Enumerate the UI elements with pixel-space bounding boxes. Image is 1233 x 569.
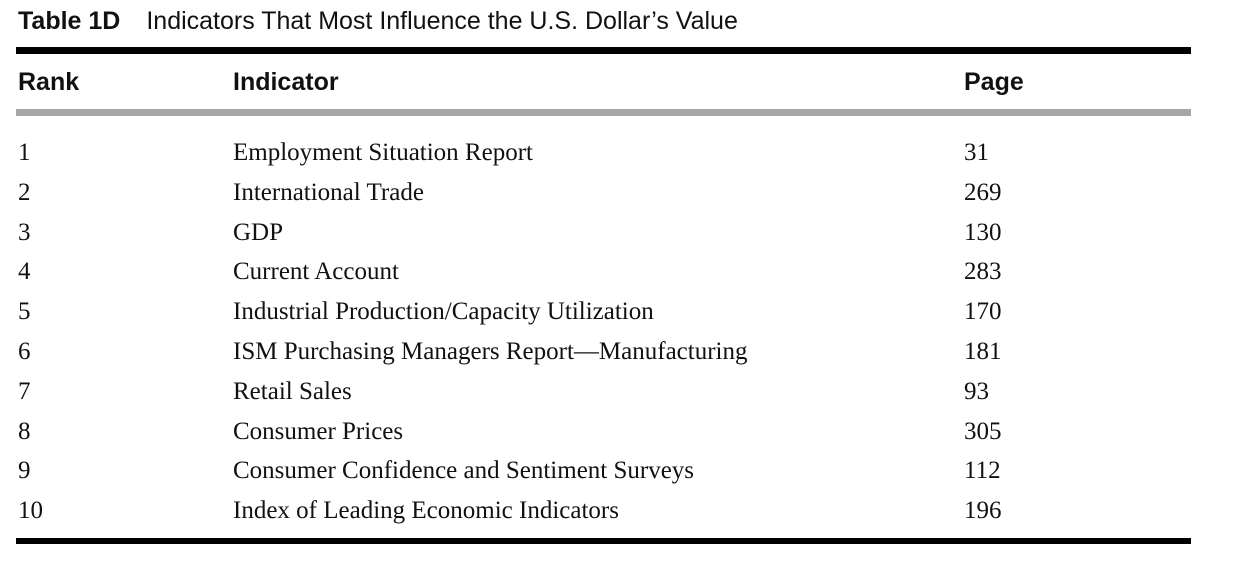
rank-cell: 1 (18, 139, 31, 166)
table-row: 5 Industrial Production/Capacity Utiliza… (0, 292, 1233, 332)
rank-cell: 5 (18, 298, 31, 326)
indicator-cell: Consumer Confidence and Sentiment Survey… (233, 457, 695, 485)
indicator-cell: Employment Situation Report (233, 139, 533, 166)
table-row: 8 Consumer Prices 305 (0, 412, 1233, 452)
header-indicator: Indicator (233, 68, 339, 96)
rank-cell: 2 (18, 178, 31, 206)
table-row: 9 Consumer Confidence and Sentiment Surv… (0, 451, 1233, 491)
page-cell: 269 (964, 178, 1002, 206)
table-row: 6 ISM Purchasing Managers Report—Manufac… (0, 332, 1233, 372)
page-cell: 31 (964, 139, 989, 166)
indicator-cell: Current Account (233, 258, 399, 286)
table-row: 3 GDP 130 (0, 213, 1233, 253)
table-row: 2 International Trade 269 (0, 173, 1233, 213)
rank-cell: 8 (18, 417, 31, 445)
indicator-cell: Industrial Production/Capacity Utilizati… (233, 298, 654, 326)
table-caption: Table 1D Indicators That Most Influence t… (18, 4, 738, 38)
top-rule (16, 47, 1191, 54)
table-title: Indicators That Most Influence the U.S. … (146, 7, 738, 35)
rank-cell: 6 (18, 337, 31, 365)
rank-cell: 3 (18, 218, 31, 246)
indicator-cell: Retail Sales (233, 377, 352, 405)
page-cell: 112 (964, 457, 1001, 485)
page-cell: 283 (964, 258, 1002, 286)
table-row: 10 Index of Leading Economic Indicators … (0, 491, 1233, 531)
page-cell: 196 (964, 497, 1002, 525)
table-row: 7 Retail Sales 93 (0, 372, 1233, 412)
table-row: 1 Employment Situation Report 31 (0, 133, 1233, 173)
indicator-cell: Consumer Prices (233, 417, 404, 445)
page-cell: 130 (964, 218, 1002, 246)
page-cell: 93 (964, 377, 989, 405)
header-page: Page (964, 68, 1024, 96)
indicator-cell: GDP (233, 218, 284, 246)
indicator-cell: International Trade (233, 178, 424, 206)
header-rank: Rank (18, 68, 80, 96)
rank-cell: 7 (18, 377, 31, 405)
table-row: 4 Current Account 283 (0, 252, 1233, 292)
table-body: 1 Employment Situation Report 31 2 Inter… (0, 133, 1233, 531)
page-cell: 181 (964, 337, 1002, 365)
table-label: Table 1D (18, 7, 121, 35)
header-rule (16, 109, 1191, 116)
indicator-cell: Index of Leading Economic Indicators (233, 497, 619, 525)
rank-cell: 9 (18, 457, 31, 485)
indicator-cell: ISM Purchasing Managers Report—Manufactu… (233, 337, 748, 365)
page-cell: 170 (964, 298, 1002, 326)
page-cell: 305 (964, 417, 1002, 445)
rank-cell: 4 (18, 258, 31, 286)
rank-cell: 10 (18, 497, 43, 525)
bottom-rule (16, 538, 1191, 544)
table-header-row: Rank Indicator Page (0, 64, 1233, 100)
